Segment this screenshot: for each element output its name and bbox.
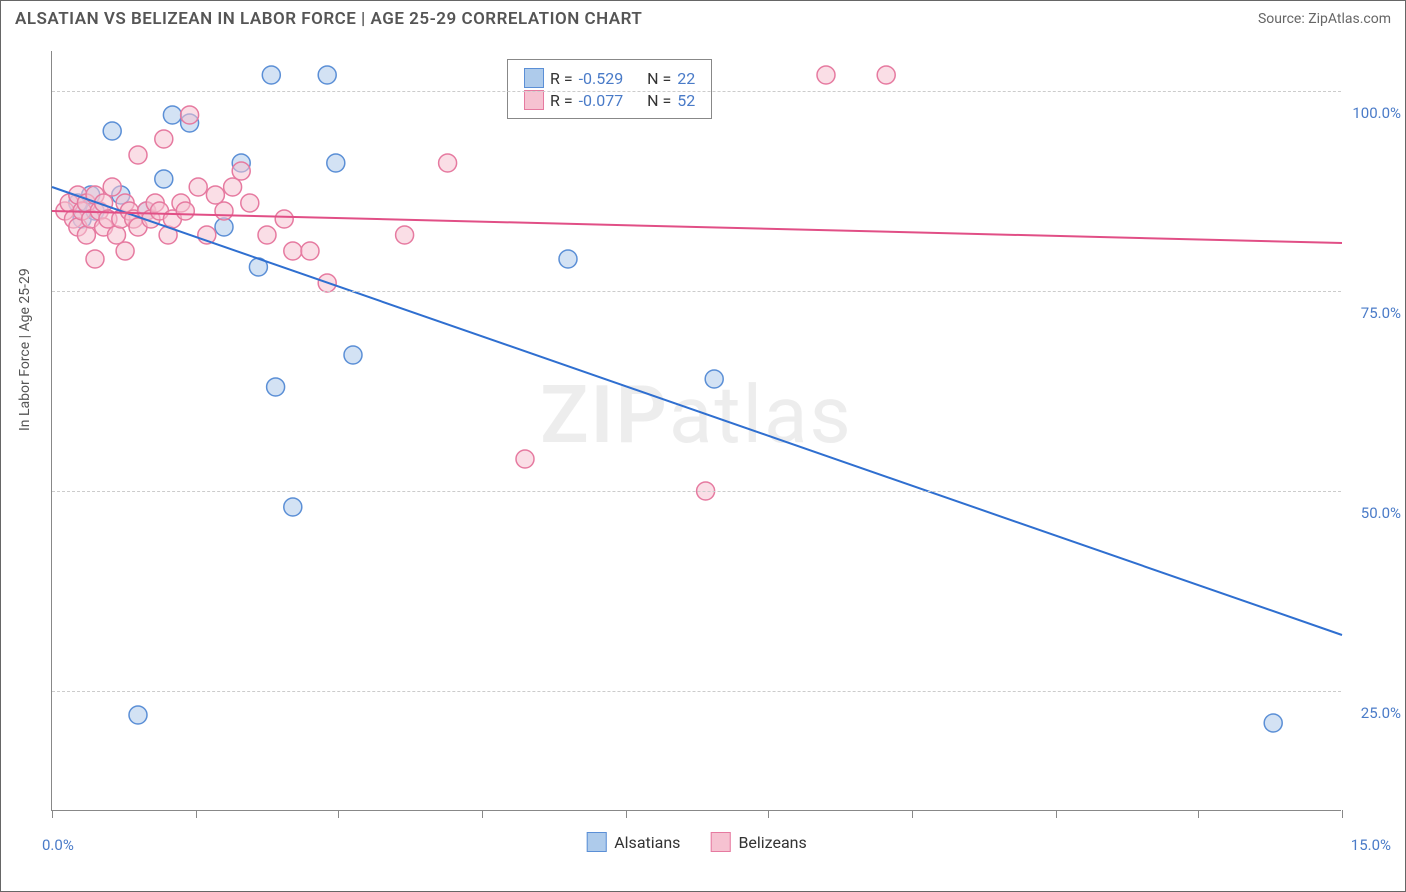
data-point xyxy=(232,162,250,180)
data-point xyxy=(258,226,276,244)
x-tick-label: 0.0% xyxy=(42,836,74,854)
legend-row: R = -0.529 N = 22 xyxy=(524,68,695,88)
legend-r-value: -0.077 xyxy=(579,91,624,110)
data-point xyxy=(262,66,280,84)
gridline xyxy=(52,691,1341,692)
plot-area: ZIPatlas R = -0.529 N = 22 R = -0.077 N … xyxy=(51,51,1341,811)
title-bar: ALSATIAN VS BELIZEAN IN LABOR FORCE | AG… xyxy=(1,1,1405,33)
data-point xyxy=(284,242,302,260)
x-tick xyxy=(338,810,339,818)
legend-row: R = -0.077 N = 52 xyxy=(524,90,695,110)
y-tick-label: 50.0% xyxy=(1361,504,1401,522)
x-tick xyxy=(482,810,483,818)
data-point xyxy=(206,186,224,204)
legend-n-value: 22 xyxy=(677,69,695,88)
x-tick xyxy=(1342,810,1343,818)
data-point xyxy=(396,226,414,244)
legend-correlation: R = -0.529 N = 22 R = -0.077 N = 52 xyxy=(507,59,712,119)
x-tick xyxy=(626,810,627,818)
data-point xyxy=(705,370,723,388)
data-point xyxy=(129,146,147,164)
data-point xyxy=(284,498,302,516)
x-tick xyxy=(196,810,197,818)
regression-line xyxy=(52,211,1342,243)
legend-label: Alsatians xyxy=(614,833,680,852)
data-point xyxy=(344,346,362,364)
source-attribution: Source: ZipAtlas.com xyxy=(1258,11,1391,27)
data-point xyxy=(318,66,336,84)
legend-item: Alsatians xyxy=(586,832,680,852)
gridline xyxy=(52,291,1341,292)
data-point xyxy=(267,378,285,396)
data-point xyxy=(215,202,233,220)
data-point xyxy=(241,194,259,212)
data-point xyxy=(129,706,147,724)
data-point xyxy=(103,122,121,140)
data-point xyxy=(163,106,181,124)
legend-series: Alsatians Belizeans xyxy=(586,832,807,852)
data-point xyxy=(181,106,199,124)
data-point xyxy=(116,242,134,260)
legend-r-label: R = xyxy=(550,91,573,110)
y-axis-label: In Labor Force | Age 25-29 xyxy=(17,268,33,431)
x-tick xyxy=(912,810,913,818)
data-point xyxy=(176,202,194,220)
data-point xyxy=(86,250,104,268)
data-point xyxy=(224,178,242,196)
legend-n-label: N = xyxy=(647,69,671,88)
regression-line xyxy=(52,187,1342,635)
data-point xyxy=(327,154,345,172)
chart-container: ALSATIAN VS BELIZEAN IN LABOR FORCE | AG… xyxy=(0,0,1406,892)
data-point xyxy=(817,66,835,84)
legend-swatch xyxy=(586,832,606,852)
data-point xyxy=(77,226,95,244)
plot-svg xyxy=(52,51,1341,810)
legend-swatch xyxy=(524,90,544,110)
data-point xyxy=(103,178,121,196)
gridline xyxy=(52,491,1341,492)
y-tick-label: 100.0% xyxy=(1352,104,1401,122)
data-point xyxy=(155,170,173,188)
legend-swatch xyxy=(524,68,544,88)
data-point xyxy=(108,226,126,244)
data-point xyxy=(439,154,457,172)
y-tick-label: 75.0% xyxy=(1361,304,1401,322)
x-tick xyxy=(768,810,769,818)
x-tick xyxy=(1056,810,1057,818)
data-point xyxy=(275,210,293,228)
y-tick-label: 25.0% xyxy=(1361,704,1401,722)
data-point xyxy=(877,66,895,84)
legend-r-value: -0.529 xyxy=(579,69,624,88)
legend-n-value: 52 xyxy=(677,91,695,110)
legend-swatch xyxy=(710,832,730,852)
x-tick xyxy=(1198,810,1199,818)
data-point xyxy=(516,450,534,468)
data-point xyxy=(1264,714,1282,732)
gridline xyxy=(52,91,1341,92)
chart-title: ALSATIAN VS BELIZEAN IN LABOR FORCE | AG… xyxy=(15,9,642,29)
data-point xyxy=(301,242,319,260)
legend-label: Belizeans xyxy=(738,833,806,852)
data-point xyxy=(559,250,577,268)
legend-n-label: N = xyxy=(647,91,671,110)
data-point xyxy=(155,130,173,148)
legend-r-label: R = xyxy=(550,69,573,88)
x-tick xyxy=(52,810,53,818)
x-tick-label: 15.0% xyxy=(1351,836,1391,854)
legend-item: Belizeans xyxy=(710,832,806,852)
data-point xyxy=(189,178,207,196)
